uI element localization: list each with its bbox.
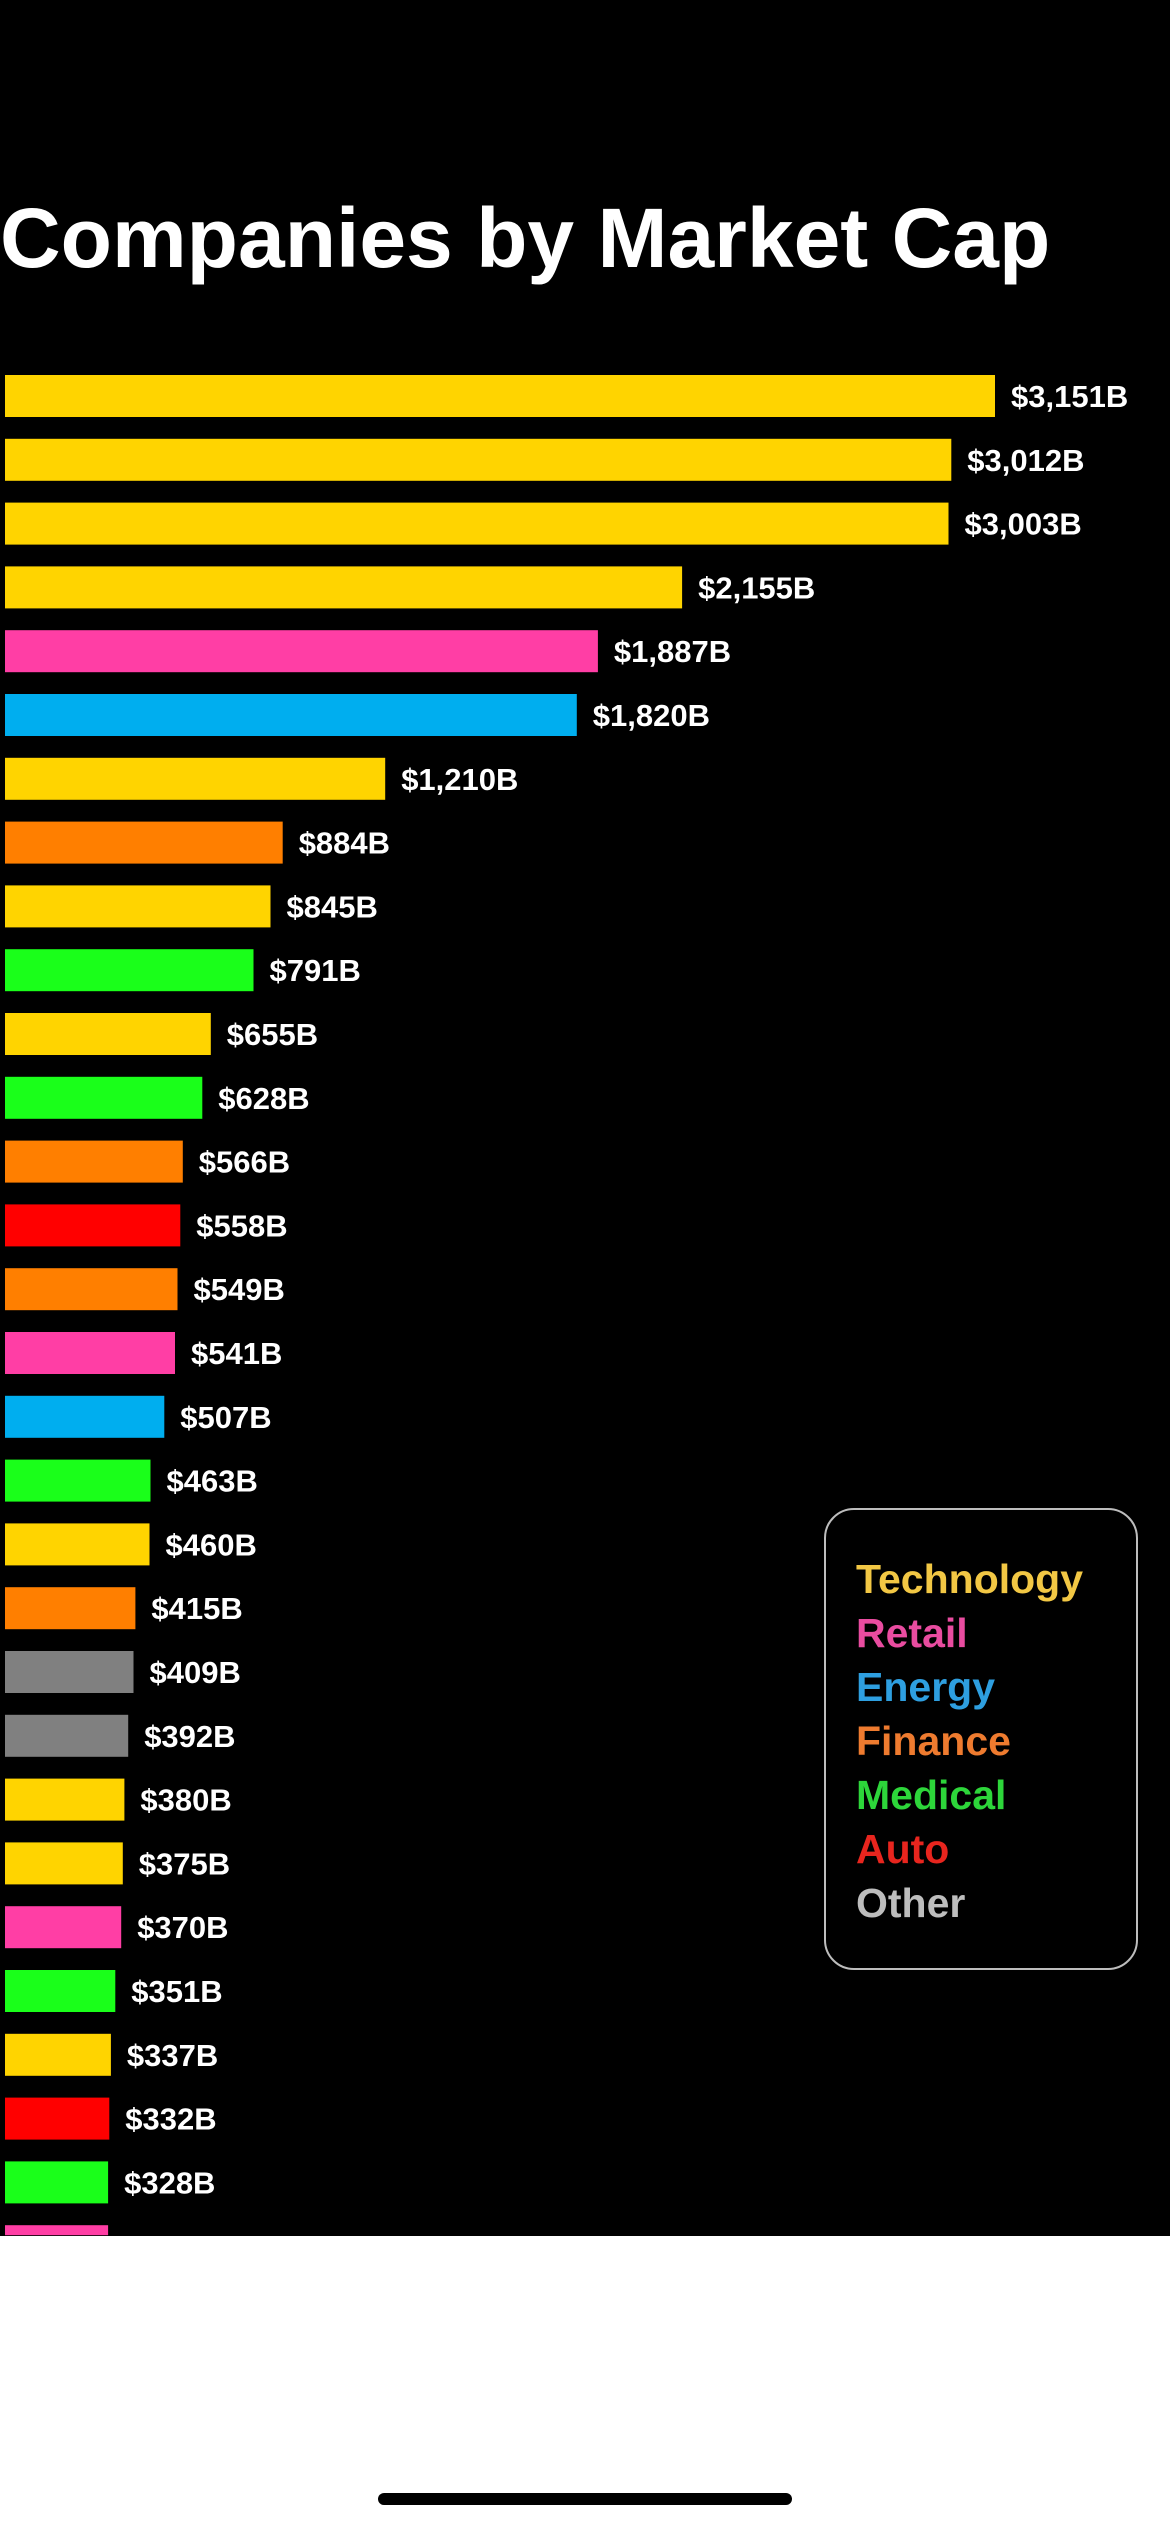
- bar-partial: [5, 2225, 109, 2236]
- bar-11: [5, 1013, 211, 1055]
- bar-value-label-20: $415B: [151, 1591, 242, 1626]
- bar-16: [5, 1332, 175, 1374]
- bar-value-label-2: $3,012B: [967, 443, 1084, 478]
- bar-value-label-10: $791B: [270, 953, 361, 988]
- bar-value-label-3: $3,003B: [965, 507, 1082, 542]
- legend-item-auto: Auto: [856, 1826, 950, 1872]
- bar-value-label-16: $541B: [191, 1336, 282, 1371]
- bar-value-label-27: $337B: [127, 2038, 218, 2073]
- bar-12: [5, 1076, 203, 1119]
- bar-26: [5, 1970, 116, 2012]
- bar-value-label-23: $380B: [140, 1783, 231, 1818]
- bar-5: [5, 630, 598, 673]
- bar-28: [5, 2097, 110, 2140]
- bar-value-label-29: $328B: [124, 2165, 215, 2200]
- bar-value-label-22: $392B: [144, 1719, 235, 1754]
- bar-19: [5, 1523, 150, 1566]
- bar-1: [5, 375, 995, 417]
- bar-value-label-12: $628B: [218, 1081, 309, 1116]
- chart-title: Companies by Market Cap: [0, 191, 1051, 285]
- legend-item-medical: Medical: [856, 1772, 1007, 1818]
- bar-value-label-1: $3,151B: [1011, 379, 1128, 414]
- bar-29: [5, 2161, 109, 2204]
- bar-14: [5, 1204, 181, 1247]
- bar-value-label-15: $549B: [194, 1272, 285, 1307]
- bar-value-label-25: $370B: [137, 1910, 228, 1945]
- bar-18: [5, 1459, 151, 1502]
- legend-item-technology: Technology: [856, 1556, 1084, 1602]
- bar-value-label-11: $655B: [227, 1017, 318, 1052]
- bar-25: [5, 1906, 122, 1949]
- bar-7: [5, 757, 386, 800]
- home-indicator[interactable]: [378, 2493, 792, 2505]
- bar-value-label-9: $845B: [287, 889, 378, 924]
- legend-item-energy: Energy: [856, 1664, 995, 1710]
- chart-panel: Companies by Market Cap $3,151B $3,012B $3…: [0, 0, 1170, 2236]
- bar-4: [5, 566, 683, 609]
- crop-mask: [0, 2235, 1170, 2236]
- bar-value-label-5: $1,887B: [614, 634, 731, 669]
- bar-24: [5, 1842, 123, 1885]
- bar-13: [5, 1140, 183, 1183]
- bar-8: [5, 821, 283, 864]
- bar-6: [5, 694, 577, 736]
- bar-23: [5, 1778, 125, 1821]
- legend-item-other: Other: [856, 1880, 966, 1926]
- bar-27: [5, 2033, 111, 2076]
- bar-10: [5, 949, 254, 992]
- sector-legend: Technology Retail Energy Finance Medical Auto…: [824, 1508, 1138, 1970]
- bar-value-label-28: $332B: [125, 2102, 216, 2137]
- bar-value-label-21: $409B: [150, 1655, 241, 1690]
- bar-value-label-19: $460B: [166, 1527, 257, 1562]
- bar-22: [5, 1714, 129, 1757]
- bar-value-label-13: $566B: [199, 1145, 290, 1180]
- bar-value-label-18: $463B: [167, 1464, 258, 1499]
- bar-chart: $3,151B $3,012B $3,003B $2,155B $1,887B $1,82…: [0, 375, 1170, 2236]
- bar-value-label-8: $884B: [299, 826, 390, 861]
- bar-value-label-17: $507B: [180, 1400, 271, 1435]
- legend-item-retail: Retail: [856, 1610, 968, 1656]
- bar-2: [5, 438, 952, 481]
- bar-3: [5, 502, 949, 545]
- bar-15: [5, 1268, 178, 1311]
- bar-value-label-26: $351B: [131, 1974, 222, 2009]
- bar-9: [5, 885, 271, 928]
- bar-value-label-14: $558B: [196, 1208, 287, 1243]
- legend-item-finance: Finance: [856, 1718, 1011, 1764]
- bar-value-label-6: $1,820B: [593, 698, 710, 733]
- bar-21: [5, 1651, 134, 1693]
- legend-list: Technology Retail Energy Finance Medical Auto…: [826, 1510, 1136, 1930]
- bar-value-label-24: $375B: [139, 1846, 230, 1881]
- bar-20: [5, 1587, 136, 1630]
- bar-value-label-4: $2,155B: [698, 570, 815, 605]
- bar-value-label-7: $1,210B: [401, 762, 518, 797]
- bar-17: [5, 1395, 165, 1438]
